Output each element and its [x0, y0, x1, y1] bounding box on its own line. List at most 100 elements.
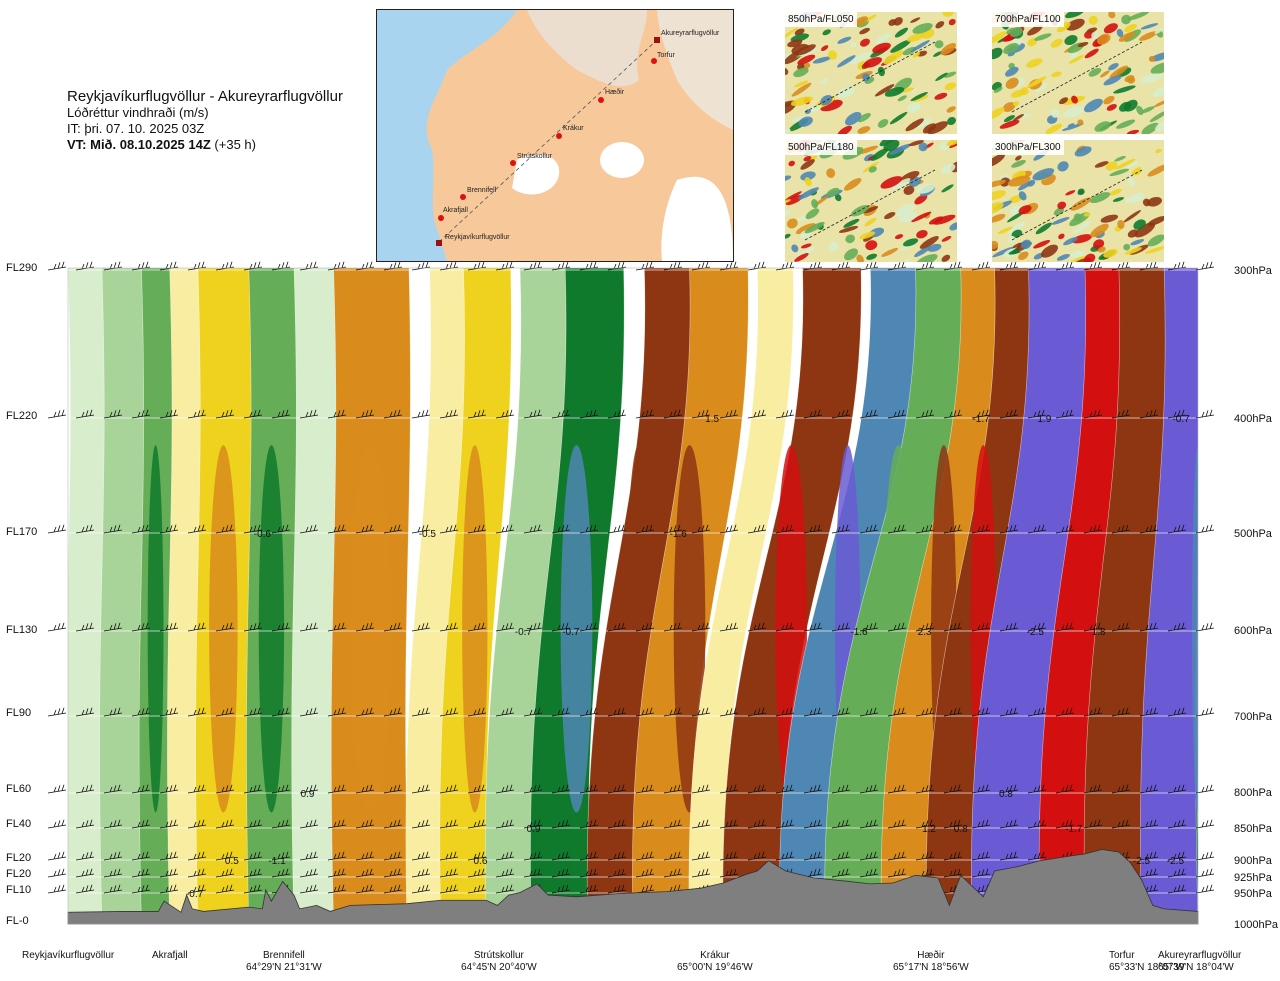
thumb-cell [1126, 129, 1140, 134]
thumb-cell [1097, 33, 1111, 45]
thumb-cell [1113, 85, 1136, 94]
wind-barb-400 [327, 409, 347, 419]
thumb-cell [866, 253, 878, 260]
velocity-band-14 [688, 268, 794, 924]
x-loc-akureyri: Akureyrarflugvöllur 65°39'N 18°04'W [1158, 950, 1241, 974]
wind-barb-300 [327, 261, 347, 271]
thumb-cell [812, 56, 832, 64]
wind-barb-900 [831, 851, 851, 861]
wind-barb-700 [831, 707, 851, 717]
wind-barb-400 [159, 409, 179, 419]
wind-barb-300 [775, 261, 795, 271]
thumb-cell [805, 109, 811, 114]
thumb-cell [870, 148, 889, 161]
thumb-cell [857, 113, 871, 123]
x-loc-torfur-name: Torfur [1109, 950, 1135, 961]
wind-barb-900 [523, 851, 543, 861]
thumb-cell [992, 107, 1005, 120]
wind-barb-600 [1055, 622, 1075, 632]
thumb-cell [992, 47, 1003, 60]
wind-barb-600 [971, 622, 991, 632]
wind-barb-700 [383, 707, 403, 717]
fl-tick-290: FL290 [6, 262, 38, 274]
thumb-cell [934, 92, 948, 100]
wind-barb-300 [999, 261, 1019, 271]
wind-barb-400 [691, 409, 711, 419]
thumb-cell [879, 140, 897, 147]
thumb-cell [1070, 197, 1092, 211]
wind-barb-500 [271, 524, 291, 534]
wind-barb-925 [131, 868, 151, 878]
wind-barb-500 [663, 524, 683, 534]
x-loc-akrafjall: Akrafjall [152, 950, 188, 962]
wind-barb-400 [411, 409, 431, 419]
wind-barb-950 [635, 884, 655, 894]
wind-barb-800 [215, 784, 235, 794]
wind-barb-925 [327, 868, 347, 878]
map-label-krakur: Krákur [563, 125, 584, 132]
thumb-cell [862, 73, 870, 82]
thumb-cell [1007, 175, 1031, 187]
thumb-cell [785, 67, 789, 75]
wind-barb-850 [47, 819, 67, 829]
annotation-7: 2.3 [918, 627, 932, 638]
wind-barb-500 [607, 524, 627, 534]
wind-barb-800 [523, 784, 543, 794]
thumb-cell [903, 238, 919, 247]
thumbnail-850hpa[interactable]: 850hPa/FL050 [785, 12, 957, 134]
thumb-cell [785, 128, 791, 134]
wind-barb-900 [1027, 851, 1047, 861]
wind-barb-400 [355, 409, 375, 419]
wind-barb-800 [691, 784, 711, 794]
wind-barb-850 [159, 819, 179, 829]
wind-barb-900 [971, 851, 991, 861]
fl-tick-130: FL130 [6, 624, 38, 636]
thumb-cell [1068, 55, 1084, 64]
wind-barb-600 [663, 622, 683, 632]
wind-barb-600 [299, 622, 319, 632]
wind-barb-950 [103, 884, 123, 894]
wind-barb-925 [299, 868, 319, 878]
thumb-cell [838, 225, 859, 233]
wind-barb-700 [299, 707, 319, 717]
wind-barb-950 [551, 884, 571, 894]
thumb-cell [826, 187, 840, 197]
wind-barb-800 [159, 784, 179, 794]
map-label-strutskollur: Strútskollur [517, 153, 553, 160]
wind-barb-925 [831, 868, 851, 878]
wind-barb-600 [411, 622, 431, 632]
wind-barb-400 [775, 409, 795, 419]
wind-barb-700 [523, 707, 543, 717]
thumb-cell [1088, 15, 1098, 25]
thumbnail-500hpa[interactable]: 500hPa/FL180 [785, 140, 957, 262]
wind-barb-400 [551, 409, 571, 419]
wind-barb-850 [103, 819, 123, 829]
thumb-cell [786, 218, 798, 229]
thumb-cell [1064, 35, 1078, 46]
thumb-cell [1141, 122, 1159, 134]
thumb-cell [1125, 194, 1139, 203]
wind-barb-900 [859, 851, 879, 861]
wind-barb-800 [411, 784, 431, 794]
thumb-cell [1139, 31, 1158, 41]
thumb-cell [916, 230, 928, 239]
wind-barb-700 [187, 707, 207, 717]
wind-barb-500 [75, 524, 95, 534]
wind-barb-925 [887, 868, 907, 878]
thumb-cell [1050, 38, 1063, 48]
thumb-cell [888, 19, 897, 26]
thumb-cell [797, 246, 816, 257]
route-map: Akureyrarflugvöllur Torfur Hæðir Krákur … [376, 9, 734, 262]
wind-barb-900 [803, 851, 823, 861]
thumb-cell [1127, 12, 1149, 21]
wind-barb-400 [803, 409, 823, 419]
wind-barb-700 [411, 707, 431, 717]
thumb-cell [1071, 95, 1078, 104]
wind-barb-300 [243, 261, 263, 271]
thumb-cell [1041, 244, 1058, 258]
thumb-cell [1065, 18, 1085, 31]
thumbnail-300hpa[interactable]: 300hPa/FL300 [992, 140, 1164, 262]
thumb-cell [993, 86, 1003, 93]
thumbnail-700hpa[interactable]: 700hPa/FL100 [992, 12, 1164, 134]
thumb-cell [910, 92, 928, 102]
